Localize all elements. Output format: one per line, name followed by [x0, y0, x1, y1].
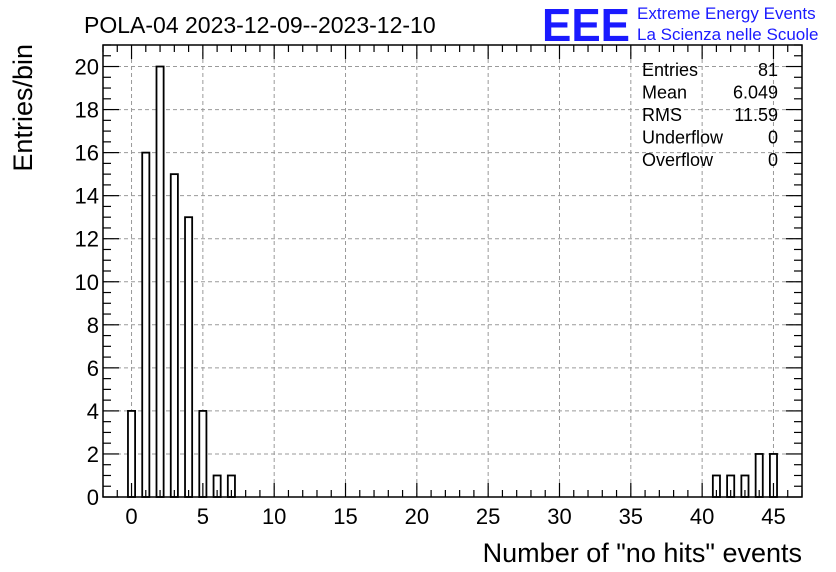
logo-line1: Extreme Energy Events [637, 4, 816, 23]
x-tick-label: 0 [125, 504, 137, 529]
y-tick-label: 2 [87, 442, 99, 467]
histogram-bar [155, 65, 165, 498]
x-tick-label: 40 [690, 504, 714, 529]
plot-frame [102, 44, 803, 498]
histogram-bar [169, 173, 179, 498]
x-tick-label: 10 [262, 504, 286, 529]
logo-line2: La Scienza nelle Scuole [637, 25, 818, 44]
y-tick-label: 8 [87, 313, 99, 338]
logo-mark: EEE [542, 0, 630, 51]
chart-title: POLA-04 2023-12-09--2023-12-10 [84, 12, 436, 38]
stats-name: Entries [642, 60, 698, 80]
y-tick-label: 16 [75, 141, 99, 166]
histogram-bar [141, 151, 151, 498]
stats-value: 81 [758, 60, 778, 80]
stats-value: 11.59 [734, 105, 778, 125]
stats-value: 6.049 [733, 83, 778, 103]
stats-name: Underflow [642, 128, 724, 148]
histogram-bar [184, 216, 194, 498]
y-tick-label: 4 [87, 399, 99, 424]
x-tick-label: 15 [333, 504, 357, 529]
y-tick-label: 12 [75, 227, 99, 252]
x-axis-label: Number of "no hits" events [483, 538, 802, 568]
x-tick-label: 30 [547, 504, 571, 529]
stats-name: RMS [642, 105, 682, 125]
stats-value: 0 [768, 128, 778, 148]
stats-value: 0 [768, 150, 778, 170]
y-tick-label: 20 [75, 55, 99, 80]
x-tick-label: 45 [761, 504, 785, 529]
y-tick-label: 0 [87, 485, 99, 510]
x-tick-label: 5 [197, 504, 209, 529]
y-tick-label: 6 [87, 356, 99, 381]
eee-logo: EEE Extreme Energy Events La Scienza nel… [542, 0, 818, 51]
grid-lines [103, 45, 802, 497]
y-tick-labels: 0 2 4 6 8 10 12 14 16 18 20 [75, 55, 99, 510]
y-axis-label: Entries/bin [8, 44, 38, 172]
stats-name: Overflow [642, 150, 714, 170]
x-tick-labels: 0 5 10 15 20 25 30 35 40 45 [125, 504, 785, 529]
stats-box: Entries 81 Mean 6.049 RMS 11.59 Underflow 0 Over… [642, 60, 778, 170]
x-tick-label: 25 [476, 504, 500, 529]
y-tick-label: 14 [75, 184, 99, 209]
axis-ticks [102, 44, 803, 498]
x-tick-label: 20 [405, 504, 429, 529]
x-tick-label: 35 [619, 504, 643, 529]
y-tick-label: 18 [75, 98, 99, 123]
histogram-bars [127, 65, 778, 498]
stats-name: Mean [642, 83, 687, 103]
y-tick-label: 10 [75, 270, 99, 295]
